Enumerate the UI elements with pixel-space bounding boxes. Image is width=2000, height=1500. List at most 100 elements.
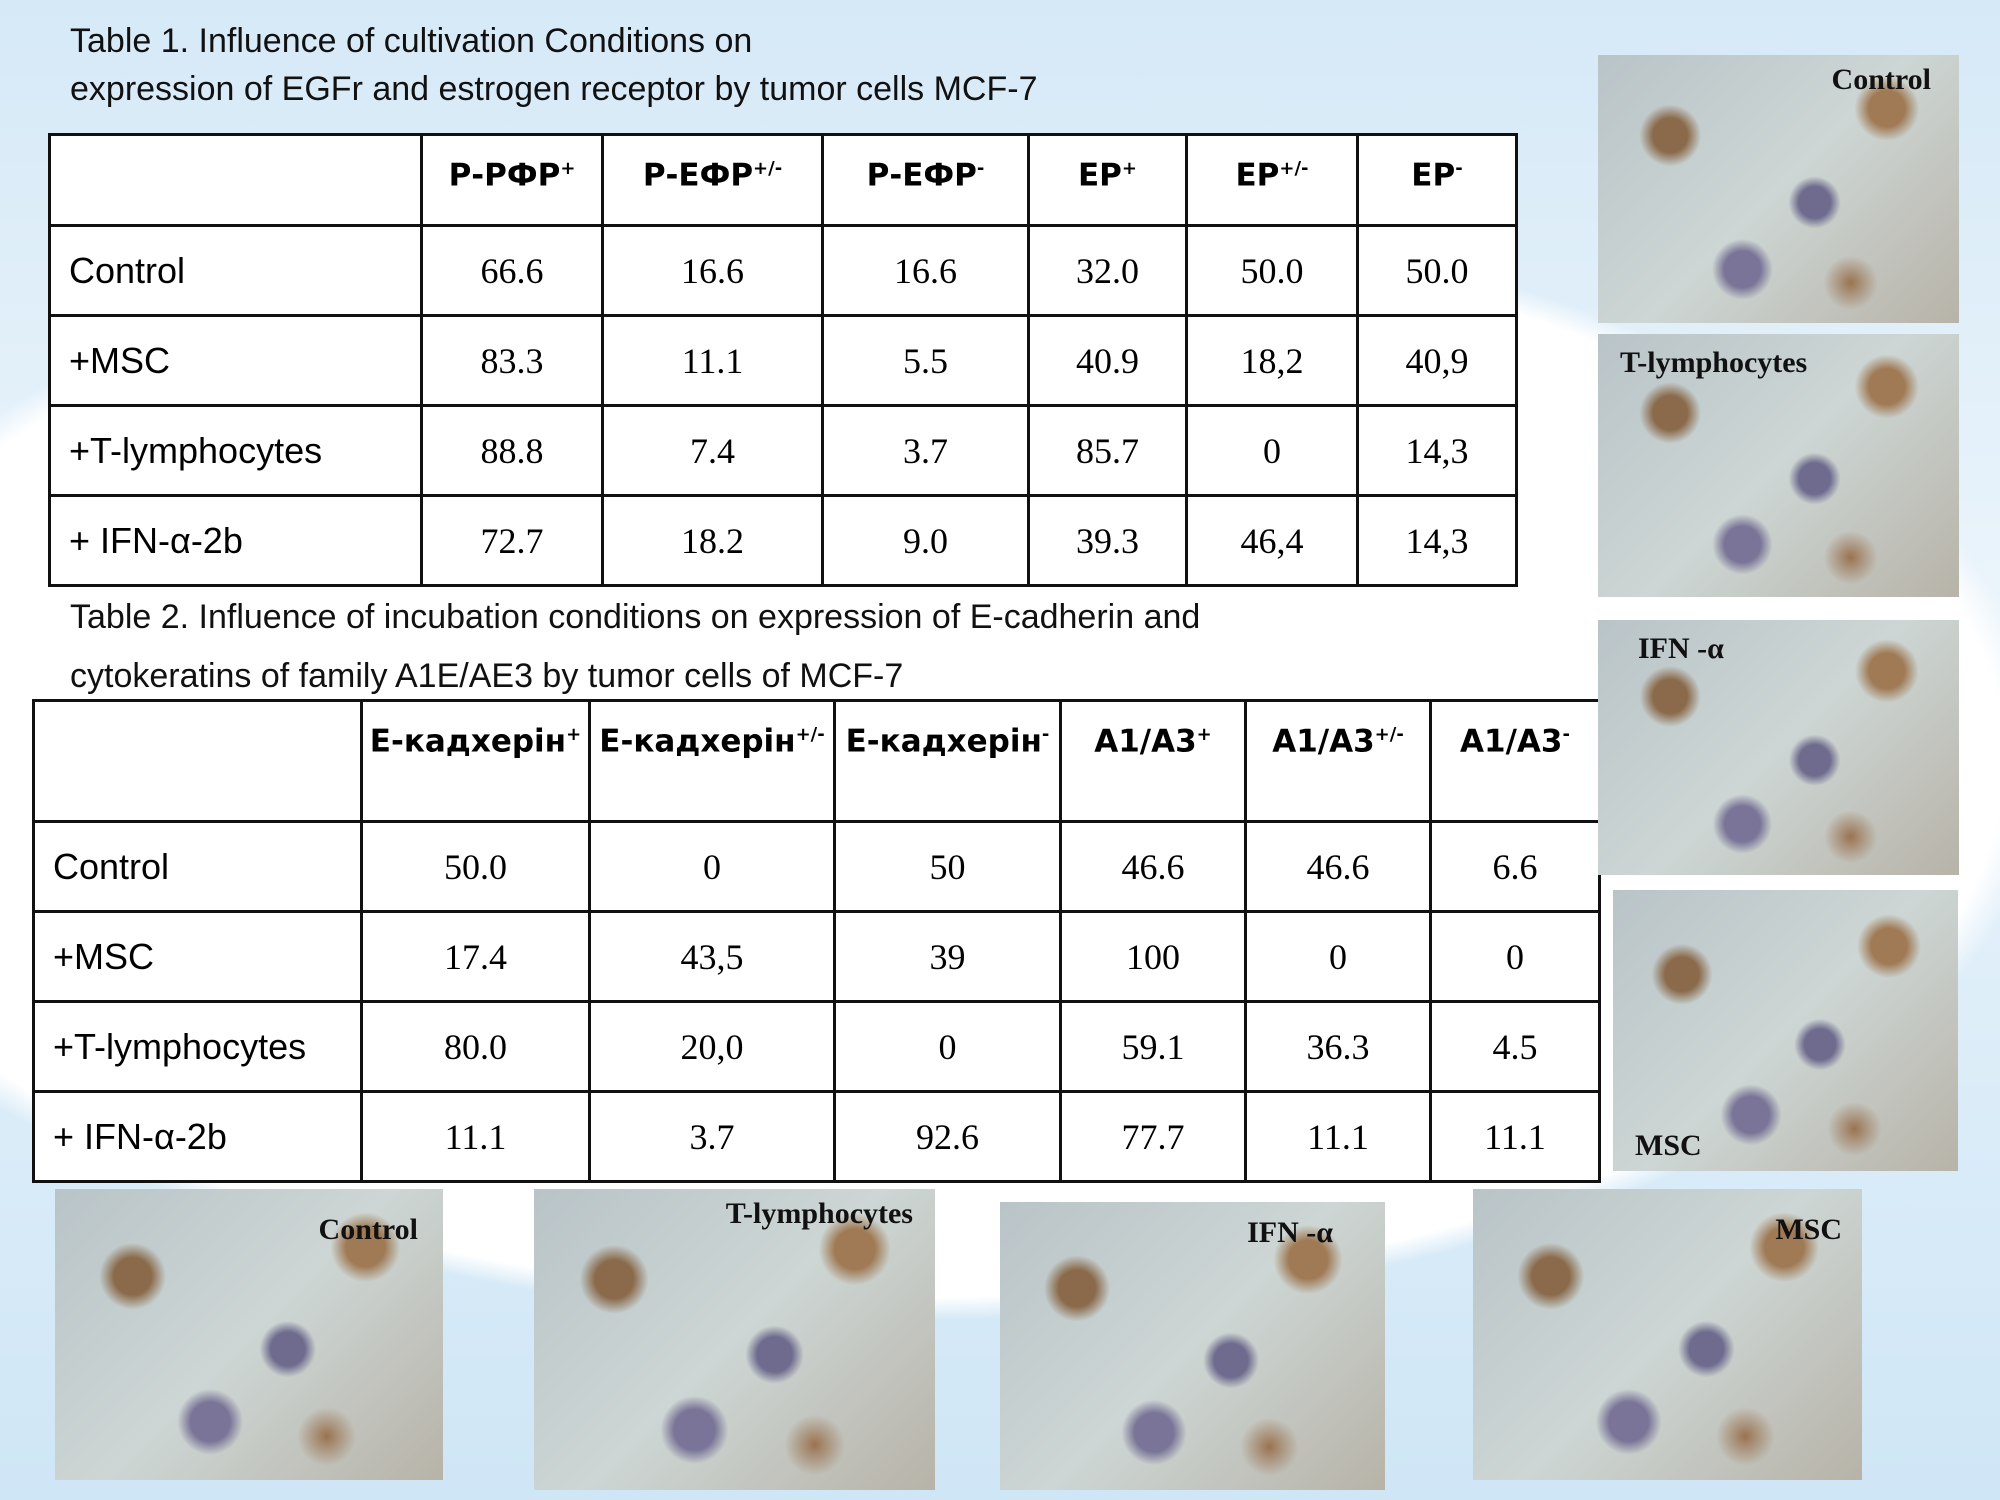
row: Control 50.0 0 50 46.6 46.6 6.6 — [32, 820, 1601, 913]
header-sup: - — [1562, 724, 1570, 745]
header-cell — [48, 133, 423, 227]
cell: 85.7 — [1027, 404, 1188, 497]
header-sup: +/- — [1279, 158, 1309, 179]
header-sup: + — [566, 724, 582, 745]
cell: 83.3 — [420, 314, 604, 407]
row-label: Control — [32, 820, 363, 913]
cell: 46.6 — [1059, 820, 1247, 913]
micrograph: MSC — [1613, 890, 1958, 1171]
cell: 3.7 — [588, 1090, 836, 1183]
micrograph: Control — [55, 1189, 443, 1480]
table: Е-кадхерін+ Е-кадхерін+/- Е-кадхерін- A1/A3… — [32, 699, 1601, 1183]
cell: 50.0 — [360, 820, 591, 913]
header-cell: Р-ЕФР+/- — [601, 133, 824, 227]
header-cell: Е-кадхерін+ — [360, 699, 591, 823]
micrograph: T-lymphocytes — [534, 1189, 935, 1490]
micrograph: IFN -α — [1598, 620, 1959, 875]
header-row: Е-кадхерін+ Е-кадхерін+/- Е-кадхерін- A1/A3… — [32, 699, 1601, 823]
row-label: + IFN-α-2b — [32, 1090, 363, 1183]
cell: 39.3 — [1027, 494, 1188, 587]
cell: 16.6 — [821, 224, 1030, 317]
row-label: +MSC — [48, 314, 423, 407]
micrograph-label: MSC — [1775, 1213, 1842, 1246]
cell: 18,2 — [1185, 314, 1359, 407]
micrograph-label: Control — [318, 1213, 418, 1246]
header-cell: ЕР+ — [1027, 133, 1188, 227]
header-text: A1/A3 — [1460, 723, 1563, 760]
cell: 11.1 — [360, 1090, 591, 1183]
cell: 16.6 — [601, 224, 824, 317]
header-text: Р-ЕФР — [866, 157, 977, 194]
cell: 59.1 — [1059, 1000, 1247, 1093]
cell: 32.0 — [1027, 224, 1188, 317]
cell: 39 — [833, 910, 1062, 1003]
header-text: Е-кадхерін — [599, 723, 796, 760]
cell: 50.0 — [1185, 224, 1359, 317]
cell: 50 — [833, 820, 1062, 913]
cell: 6.6 — [1429, 820, 1601, 913]
cell: 80.0 — [360, 1000, 591, 1093]
cell: 72.7 — [420, 494, 604, 587]
table-title: Table 1. Influence of cultivation Condit… — [70, 22, 753, 60]
header-cell: Р-ЕФР- — [821, 133, 1030, 227]
row: Control 66.6 16.6 16.6 32.0 50.0 50.0 — [48, 224, 1518, 317]
micrograph: T-lymphocytes — [1598, 334, 1959, 597]
header-text: Р-ЕФР — [642, 157, 754, 194]
cell: 4.5 — [1429, 1000, 1601, 1093]
row-label: +MSC — [32, 910, 363, 1003]
table-title: cytokeratins of family A1E/AE3 by tumor … — [70, 657, 904, 695]
micrograph: Control — [1598, 55, 1959, 323]
cell: 11.1 — [1244, 1090, 1432, 1183]
header-cell: Е-кадхерін- — [833, 699, 1062, 823]
row: + IFN-α-2b 11.1 3.7 92.6 77.7 11.1 11.1 — [32, 1090, 1601, 1183]
table-title: expression of EGFr and estrogen receptor… — [70, 70, 1038, 108]
cell: 92.6 — [833, 1090, 1062, 1183]
cell: 40.9 — [1027, 314, 1188, 407]
micrograph-label: IFN -α — [1247, 1216, 1333, 1249]
cell: 50.0 — [1356, 224, 1518, 317]
row-label: Control — [48, 224, 423, 317]
header-cell — [32, 699, 363, 823]
row-label: +T-lymphocytes — [48, 404, 423, 497]
cell: 5.5 — [821, 314, 1030, 407]
cell: 11.1 — [1429, 1090, 1601, 1183]
row: +T-lymphocytes 88.8 7.4 3.7 85.7 0 14,3 — [48, 404, 1518, 497]
header-text: A1/A3 — [1272, 723, 1375, 760]
cell: 88.8 — [420, 404, 604, 497]
micrograph-label: Control — [1831, 63, 1931, 96]
header-sup: - — [1455, 158, 1463, 179]
cell: 36.3 — [1244, 1000, 1432, 1093]
header-sup: - — [976, 158, 985, 179]
header-sup: +/- — [795, 724, 825, 745]
cell: 14,3 — [1356, 494, 1518, 587]
micrograph: IFN -α — [1000, 1202, 1385, 1490]
micrograph-label: IFN -α — [1638, 632, 1724, 665]
cell: 0 — [1244, 910, 1432, 1003]
row: + IFN-α-2b 72.7 18.2 9.0 39.3 46,4 14,3 — [48, 494, 1518, 587]
cell: 0 — [1185, 404, 1359, 497]
header-cell: A1/A3+/- — [1244, 699, 1432, 823]
header-text: Е-кадхерін — [845, 723, 1042, 760]
cell: 20,0 — [588, 1000, 836, 1093]
header-cell: ЕР+/- — [1185, 133, 1359, 227]
header-text: ЕР — [1411, 157, 1456, 194]
cell: 46,4 — [1185, 494, 1359, 587]
cell: 77.7 — [1059, 1090, 1247, 1183]
cell: 11.1 — [601, 314, 824, 407]
cell: 0 — [833, 1000, 1062, 1093]
header-sup: + — [560, 158, 576, 179]
row: +T-lymphocytes 80.0 20,0 0 59.1 36.3 4.5 — [32, 1000, 1601, 1093]
cell: 7.4 — [601, 404, 824, 497]
header-sup: + — [1196, 724, 1212, 745]
row: +MSC 17.4 43,5 39 100 0 0 — [32, 910, 1601, 1003]
header-sup: +/- — [1374, 724, 1404, 745]
header-text: A1/A3 — [1094, 723, 1197, 760]
cell: 0 — [588, 820, 836, 913]
header-sup: + — [1121, 158, 1137, 179]
header-cell: Е-кадхерін+/- — [588, 699, 836, 823]
micrograph: MSC — [1473, 1189, 1862, 1480]
header-row: Р-РФР+ Р-ЕФР+/- Р-ЕФР- ЕР+ ЕР+/- ЕР- — [48, 133, 1518, 227]
micrograph-label: MSC — [1635, 1129, 1702, 1162]
cell: 3.7 — [821, 404, 1030, 497]
